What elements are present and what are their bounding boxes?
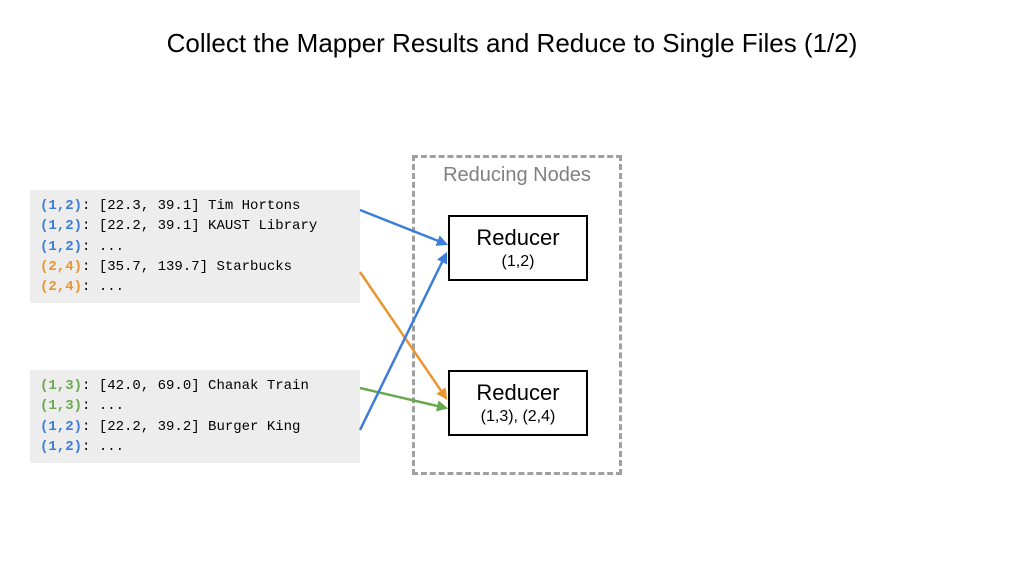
mapper-row: (1,3): ... — [40, 396, 350, 416]
slide-title: Collect the Mapper Results and Reduce to… — [0, 28, 1024, 59]
reducer-keys: (1,3), (2,4) — [481, 408, 556, 426]
mapper-key: (1,3) — [40, 398, 82, 414]
mapper-key: (1,2) — [40, 419, 82, 435]
mapper-value: : [22.2, 39.1] KAUST Library — [82, 218, 317, 234]
mapper-row: (1,2): ... — [40, 437, 350, 457]
mapper-output-box-1: (1,2): [22.3, 39.1] Tim Hortons(1,2): [2… — [30, 190, 360, 303]
reducer-keys: (1,2) — [502, 253, 535, 271]
mapper-row: (1,3): [42.0, 69.0] Chanak Train — [40, 376, 350, 396]
reducer-title: Reducer — [476, 225, 559, 251]
mapper-key: (2,4) — [40, 279, 82, 295]
mapper-row: (2,4): ... — [40, 277, 350, 297]
mapper-value: : ... — [82, 439, 124, 455]
reducer-box-2: Reducer (1,3), (2,4) — [448, 370, 588, 436]
mapper-key: (1,2) — [40, 218, 82, 234]
mapper-value: : ... — [82, 279, 124, 295]
mapper-output-box-2: (1,3): [42.0, 69.0] Chanak Train(1,3): .… — [30, 370, 360, 463]
mapper-value: : [42.0, 69.0] Chanak Train — [82, 378, 309, 394]
mapper-row: (1,2): [22.2, 39.1] KAUST Library — [40, 216, 350, 236]
mapper-row: (1,2): [22.3, 39.1] Tim Hortons — [40, 196, 350, 216]
mapper-row: (1,2): ... — [40, 237, 350, 257]
mapper-value: : [22.3, 39.1] Tim Hortons — [82, 198, 300, 214]
mapper-row: (2,4): [35.7, 139.7] Starbucks — [40, 257, 350, 277]
mapper-key: (1,2) — [40, 439, 82, 455]
reducer-title: Reducer — [476, 380, 559, 406]
mapper-value: : [35.7, 139.7] Starbucks — [82, 259, 292, 275]
mapper-value: : [22.2, 39.2] Burger King — [82, 419, 300, 435]
mapper-row: (1,2): [22.2, 39.2] Burger King — [40, 417, 350, 437]
mapper-key: (2,4) — [40, 259, 82, 275]
reducer-box-1: Reducer (1,2) — [448, 215, 588, 281]
reducing-nodes-label: Reducing Nodes — [415, 164, 619, 187]
mapper-key: (1,2) — [40, 239, 82, 255]
mapper-value: : ... — [82, 398, 124, 414]
mapper-value: : ... — [82, 239, 124, 255]
mapper-key: (1,2) — [40, 198, 82, 214]
mapper-key: (1,3) — [40, 378, 82, 394]
